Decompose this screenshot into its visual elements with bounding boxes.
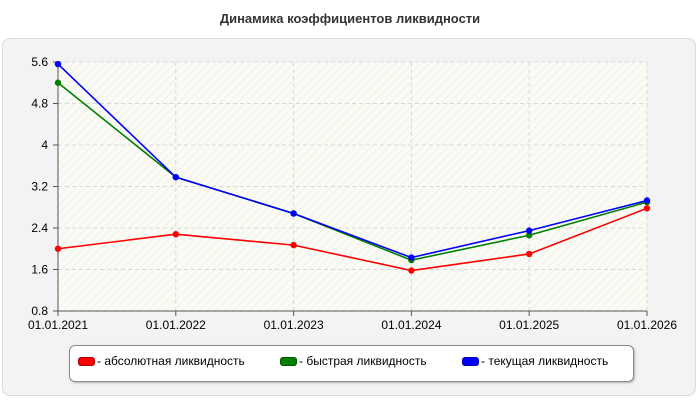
legend-label-current: - текущая ликвидность [481,354,609,368]
series-point-0 [643,205,651,212]
series-point-2 [54,60,62,68]
series-point-2 [290,210,297,217]
legend-label-quick: - быстрая ликвидность [299,354,427,368]
legend-item-quick: - быстрая ликвидность [280,354,427,368]
series-point-2 [643,197,651,204]
y-tick-label: 5.6 [31,55,48,69]
chart-title: Динамика коэффициентов ликвидности [219,11,481,26]
series-point-0 [172,231,179,238]
x-tick-label: 01.01.2026 [617,318,677,332]
series-line-2 [57,63,648,259]
x-tick-label: 01.01.2022 [146,318,206,332]
series-line-1 [57,82,648,261]
series-point-1 [526,232,533,239]
x-tick-label: 01.01.2025 [499,318,559,332]
legend-label-absolute: - абсолютная ликвидность [97,354,245,368]
series-point-0 [526,250,533,258]
series-line-0 [57,207,648,272]
series-point-0 [290,241,297,249]
legend-item-absolute: - абсолютная ликвидность [78,354,245,368]
series-point-1 [54,79,62,86]
y-tick-label: 4 [41,138,48,152]
series-point-0 [54,245,62,252]
series-point-0 [408,267,415,274]
y-tick-label: 4.8 [31,97,48,111]
chart-legend: - абсолютная ликвидность - быстрая ликви… [69,345,634,382]
series-point-2 [172,173,179,181]
x-tick-label: 01.01.2023 [264,318,324,332]
legend-swatch-current [462,356,479,366]
y-tick-label: 1.6 [31,263,48,277]
x-tick-label: 01.01.2021 [28,318,88,332]
x-tick-label: 01.01.2024 [381,318,441,332]
y-tick-label: 0.8 [31,304,48,318]
legend-swatch-quick [280,356,297,366]
series-point-2 [408,254,415,261]
series-point-2 [526,227,533,234]
y-tick-label: 2.4 [31,221,48,235]
legend-swatch-absolute [78,356,95,366]
y-tick-label: 3.2 [31,180,48,194]
legend-item-current: - текущая ликвидность [462,354,608,368]
